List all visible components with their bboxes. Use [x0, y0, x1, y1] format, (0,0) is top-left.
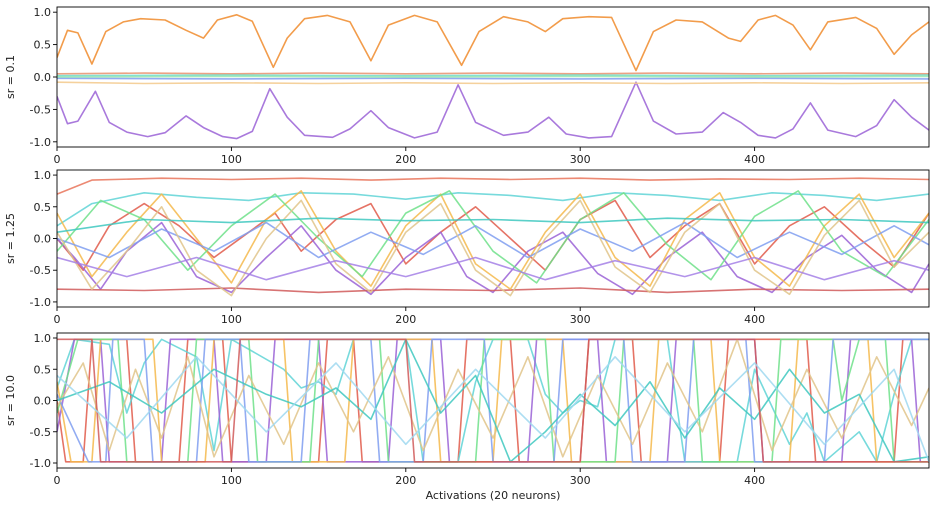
x-axis-label: Activations (20 neurons) — [426, 489, 561, 502]
x-tick-label: 300 — [570, 153, 591, 166]
series-line-7 — [57, 338, 929, 458]
y-tick-label: 0.5 — [34, 39, 52, 52]
series-line-4 — [57, 221, 929, 296]
y-tick-label: -1.0 — [30, 296, 51, 309]
series-line-11 — [57, 256, 929, 281]
x-tick-label: 300 — [570, 313, 591, 326]
x-tick-label: 0 — [54, 153, 61, 166]
series-line-8 — [57, 338, 929, 463]
series-line-1 — [57, 177, 929, 195]
y-tick-label: 0.0 — [34, 395, 52, 408]
y-tick-label: 0.5 — [34, 201, 52, 214]
series-line-10 — [57, 217, 929, 233]
series-group — [57, 14, 929, 140]
series-line-5 — [57, 338, 929, 463]
x-tick-label: 200 — [395, 474, 416, 487]
series-line-10 — [57, 356, 929, 463]
series-line-7 — [57, 75, 929, 78]
series-line-2 — [57, 81, 929, 140]
y-tick-label: 0.0 — [34, 233, 52, 246]
y-axis-label: sr = 10.0 — [4, 375, 17, 426]
y-axis-label: sr = 0.1 — [4, 55, 17, 99]
y-tick-label: -0.5 — [30, 426, 51, 439]
series-line-6 — [57, 338, 929, 463]
x-tick-label: 100 — [221, 153, 242, 166]
series-group — [57, 177, 929, 297]
panel-2: -1.0 -0.5 0.0 0.5 1.0 0 100 200 300 400 sr = 1.25 — [4, 169, 930, 326]
x-tick-label: 100 — [221, 474, 242, 487]
y-tick-label: 1.0 — [34, 332, 52, 345]
y-tick-label: -0.5 — [30, 103, 51, 116]
series-line-6 — [57, 77, 929, 80]
series-line-1 — [57, 14, 929, 72]
x-tick-label: 400 — [744, 313, 765, 326]
x-tick-label: 200 — [395, 153, 416, 166]
y-tick-label: 0.0 — [34, 71, 52, 84]
y-tick-label: 0.5 — [34, 363, 52, 376]
x-tick-label: 0 — [54, 313, 61, 326]
x-tick-label: 0 — [54, 474, 61, 487]
y-tick-label: -0.5 — [30, 264, 51, 277]
series-line-4 — [57, 81, 929, 85]
y-tick-label: 1.0 — [34, 169, 52, 182]
x-tick-label: 400 — [744, 474, 765, 487]
series-line-3 — [57, 72, 929, 75]
series-line-9 — [57, 338, 929, 463]
x-tick-label: 100 — [221, 313, 242, 326]
y-tick-label: 1.0 — [34, 6, 52, 19]
y-axis-label: sr = 1.25 — [4, 213, 17, 264]
series-line-8 — [57, 221, 929, 259]
panel-3: -1.0 -0.5 0.0 0.5 1.0 0 100 200 300 400 sr = 10.0 A… — [4, 332, 930, 502]
panel-1: -1.0 -0.5 0.0 0.5 1.0 0 100 200 300 400 sr = 0.1 — [4, 6, 930, 166]
x-tick-label: 300 — [570, 474, 591, 487]
series-line-5 — [57, 74, 929, 77]
x-tick-label: 200 — [395, 313, 416, 326]
x-tick-label: 400 — [744, 153, 765, 166]
series-line-2 — [57, 192, 929, 227]
series-line-7 — [57, 190, 929, 284]
series-group — [57, 338, 929, 463]
series-line-9 — [57, 199, 929, 297]
y-tick-label: -1.0 — [30, 457, 51, 470]
y-tick-label: -1.0 — [30, 136, 51, 149]
